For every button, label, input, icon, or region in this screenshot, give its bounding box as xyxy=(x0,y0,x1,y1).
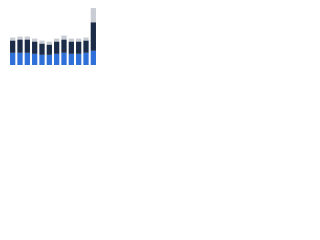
bar-segment xyxy=(76,38,82,42)
bar-segment xyxy=(54,41,60,54)
bar-segment xyxy=(61,35,67,40)
bar-segment xyxy=(68,41,74,54)
bar-segment xyxy=(24,52,30,65)
bar-segment xyxy=(46,44,52,55)
bar-segment xyxy=(17,52,23,65)
bar-segment xyxy=(39,43,45,55)
bar-segment xyxy=(39,54,45,65)
bar-segment xyxy=(10,40,16,53)
bar-segment xyxy=(83,40,89,53)
bar-segment xyxy=(32,38,38,42)
bar-segment xyxy=(10,37,16,41)
bar-segment xyxy=(10,52,16,65)
bar-segment xyxy=(17,36,23,40)
bar-segment xyxy=(24,39,30,53)
chart xyxy=(10,8,96,65)
bar-segment xyxy=(24,36,30,40)
bar-segment xyxy=(54,53,60,65)
bar-segment xyxy=(61,52,67,65)
bar-segment xyxy=(90,8,96,23)
bar-segment xyxy=(32,41,38,54)
bar-segment xyxy=(17,39,23,53)
bar-segment xyxy=(32,53,38,65)
bar-segment xyxy=(83,52,89,65)
bar-segment xyxy=(90,50,96,65)
bar-segment xyxy=(76,41,82,54)
bar-segment xyxy=(54,38,60,42)
bar-segment xyxy=(68,53,74,65)
bar-segment xyxy=(83,37,89,41)
bar-segment xyxy=(39,40,45,44)
bar-segment xyxy=(68,38,74,42)
bar-segment xyxy=(90,22,96,51)
bar-segment xyxy=(61,39,67,53)
bar-segment xyxy=(46,54,52,65)
bar-segment xyxy=(76,53,82,65)
page: (() => { const data = JSON.parse(documen… xyxy=(0,0,320,71)
bar-segment xyxy=(46,41,52,45)
